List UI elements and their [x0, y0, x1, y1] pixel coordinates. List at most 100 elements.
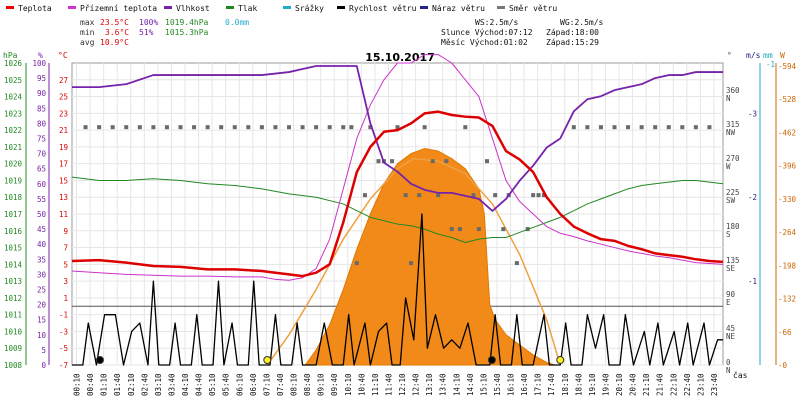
humidity-tick-label: 50 — [37, 210, 47, 219]
direction-tick-label: 315 — [726, 120, 740, 129]
legend-label: Teplota — [18, 4, 52, 13]
wind-direction-mark — [626, 125, 631, 130]
pressure-tick-label: 1021 — [4, 143, 22, 152]
direction-tick-label: 0 — [726, 358, 731, 367]
solar-tick-label: -264 — [778, 228, 797, 237]
pressure-tick-label: 1024 — [4, 93, 23, 102]
wind-direction-mark — [83, 125, 88, 130]
legend-swatch — [6, 6, 14, 9]
x-tick-label: 23:10 — [696, 373, 705, 396]
wind-direction-mark — [300, 125, 305, 130]
humidity-tick-label: 85 — [37, 104, 46, 113]
direction-tick-label: 45 — [726, 324, 735, 333]
x-tick-label: 16:40 — [520, 373, 529, 396]
stats-max-temp: 23.5°C — [100, 18, 129, 27]
solar-tick-label: -330 — [778, 195, 797, 204]
x-tick-label: 18:40 — [574, 373, 583, 396]
wind-direction-mark — [273, 125, 278, 130]
humidity-tick-label: 5 — [41, 346, 46, 355]
wind-direction-mark — [536, 193, 541, 198]
legend: Teplota Přízemní teplota Vlhkost Tlak Srážky… — [6, 4, 557, 13]
wind-direction-mark — [368, 125, 373, 130]
direction-tick-label: 135 — [726, 256, 740, 265]
wind-direction-mark — [680, 125, 685, 130]
x-tick-label: 06:10 — [235, 373, 244, 396]
wind-direction-mark — [259, 125, 264, 130]
humidity-tick-label: 55 — [37, 195, 46, 204]
humidity-tick-label: 65 — [37, 165, 46, 174]
wind-direction-mark — [449, 227, 454, 232]
stats-block: max 23.5°C 100% 1019.4hPa 0.0mm min 3.6°… — [80, 18, 249, 47]
humidity-tick-label: 25 — [37, 286, 46, 295]
temperature-tick-label: -3 — [59, 327, 68, 336]
pressure-tick-label: 1018 — [4, 193, 23, 202]
pressure-tick-label: 1011 — [4, 311, 22, 320]
x-tick-label: 00:40 — [86, 373, 95, 396]
pressure-tick-label: 1025 — [4, 76, 22, 85]
humidity-tick-label: 45 — [37, 225, 46, 234]
unit-deg: ° — [727, 51, 732, 60]
info-moon: Měsíc Východ:01:02 — [441, 38, 528, 47]
solar-tick-label: -462 — [778, 128, 796, 137]
temperature-tick-label: 15 — [59, 176, 68, 185]
wind-direction-mark — [390, 159, 395, 164]
x-tick-label: 08:10 — [290, 373, 299, 396]
x-tick-label: 14:10 — [452, 373, 461, 396]
x-tick-label: 01:10 — [100, 373, 109, 396]
stats-min-press: 1015.3hPa — [165, 28, 209, 37]
wind-direction-mark — [476, 227, 481, 232]
pressure-tick-label: 1013 — [4, 277, 22, 286]
legend-swatch — [337, 6, 345, 9]
pressure-tick-label: 1012 — [4, 294, 22, 303]
wind-direction-mark — [354, 261, 359, 266]
humidity-tick-label: 20 — [37, 301, 47, 310]
unit-pct: % — [38, 51, 43, 60]
moonset-marker — [487, 356, 496, 364]
sunrise-marker — [263, 356, 272, 364]
x-tick-label: 23:40 — [710, 373, 719, 396]
temperature-tick-label: 27 — [59, 76, 68, 85]
x-tick-label: 11:10 — [371, 373, 380, 396]
x-tick-label: 21:10 — [642, 373, 651, 396]
wind-tick-label: -1 — [748, 277, 757, 286]
x-tick-label: 08:40 — [303, 373, 312, 396]
x-tick-label: 09:10 — [317, 373, 326, 396]
pressure-tick-label: 1009 — [4, 344, 22, 353]
wind-direction-mark — [232, 125, 237, 130]
direction-compass-label: NE — [726, 332, 736, 341]
wind-direction-mark — [164, 125, 169, 130]
x-tick-label: 19:40 — [601, 373, 610, 396]
x-tick-label: 05:10 — [208, 373, 217, 396]
x-tick-label: 12:40 — [412, 373, 421, 396]
pressure-tick-label: 1015 — [4, 244, 22, 253]
x-tick-label: 07:10 — [262, 373, 271, 396]
wind-direction-mark — [403, 193, 408, 198]
direction-tick-label: 225 — [726, 188, 740, 197]
series-line-teplota — [71, 110, 724, 278]
humidity-tick-label: 60 — [37, 180, 47, 189]
humidity-tick-label: 95 — [37, 74, 46, 83]
solar-tick-label: -594 — [778, 62, 797, 71]
wind-direction-mark — [653, 125, 658, 130]
x-tick-label: 16:10 — [507, 373, 516, 396]
stats-min-temp: 3.6°C — [105, 28, 129, 37]
pressure-tick-label: 1020 — [4, 160, 23, 169]
x-tick-label: 11:40 — [384, 373, 393, 396]
solar-tick-label: -0 — [778, 361, 788, 370]
x-tick-label: 17:10 — [534, 373, 543, 396]
x-tick-label: 13:40 — [439, 373, 448, 396]
legend-swatch — [283, 6, 291, 9]
legend-swatch — [68, 6, 76, 9]
wind-direction-mark — [485, 159, 490, 164]
wind-direction-mark — [422, 125, 427, 130]
info-sun: Slunce Východ:07:12 — [441, 28, 533, 37]
temperature-tick-label: 19 — [59, 143, 68, 152]
wind-direction-mark — [246, 125, 251, 130]
wind-direction-mark — [219, 125, 224, 130]
wind-direction-mark — [493, 193, 498, 198]
direction-compass-label: SE — [726, 264, 736, 273]
humidity-tick-label: 70 — [37, 150, 47, 159]
wind-direction-mark — [395, 125, 400, 130]
x-tick-label: 18:10 — [561, 373, 570, 396]
